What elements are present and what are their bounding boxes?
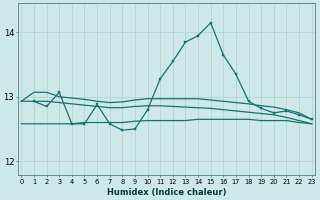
X-axis label: Humidex (Indice chaleur): Humidex (Indice chaleur)	[107, 188, 226, 197]
